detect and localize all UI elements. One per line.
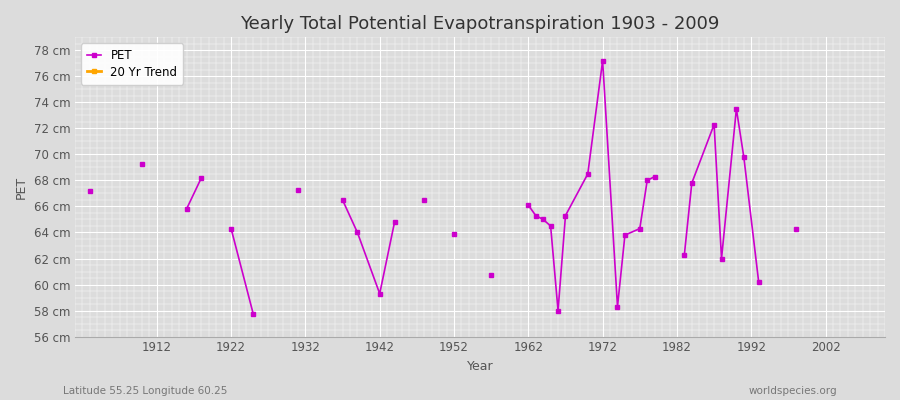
- Title: Yearly Total Potential Evapotranspiration 1903 - 2009: Yearly Total Potential Evapotranspiratio…: [240, 15, 720, 33]
- Y-axis label: PET: PET: [15, 175, 28, 198]
- Text: Latitude 55.25 Longitude 60.25: Latitude 55.25 Longitude 60.25: [63, 386, 228, 396]
- X-axis label: Year: Year: [467, 360, 493, 373]
- Text: worldspecies.org: worldspecies.org: [749, 386, 837, 396]
- Legend: PET, 20 Yr Trend: PET, 20 Yr Trend: [81, 43, 184, 84]
